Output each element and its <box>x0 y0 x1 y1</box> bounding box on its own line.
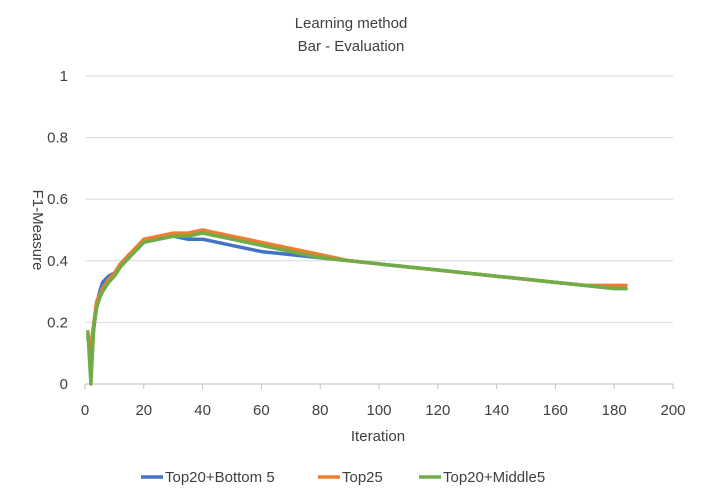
y-tick-label: 0 <box>60 376 68 393</box>
legend: Top20+Bottom 5 Top25 Top20+Middle5 <box>141 469 545 486</box>
series-line-3 <box>86 231 628 386</box>
y-axis-title: F1-Measure <box>29 190 46 271</box>
x-tick-labels: 0 20 40 60 80 100 120 140 160 180 200 <box>81 384 686 419</box>
x-tick-label: 80 <box>312 402 329 419</box>
x-tick-label: 140 <box>484 402 509 419</box>
y-tick-label: 0.8 <box>47 130 68 147</box>
x-tick-label: 120 <box>425 402 450 419</box>
chart-title: Learning method <box>295 15 408 32</box>
y-tick-labels: 0 0.2 0.4 0.6 0.8 1 <box>47 68 68 393</box>
x-tick-label: 20 <box>135 402 152 419</box>
y-tick-label: 0.4 <box>47 253 68 270</box>
series-lines <box>86 228 628 386</box>
y-tick-label: 0.2 <box>47 314 68 331</box>
series-line-1 <box>86 234 628 355</box>
x-tick-label: 160 <box>543 402 568 419</box>
x-tick-label: 40 <box>194 402 211 419</box>
gridlines <box>85 75 673 385</box>
x-tick-label: 0 <box>81 402 89 419</box>
legend-label: Top20+Middle5 <box>443 469 545 486</box>
x-tick-label: 100 <box>366 402 391 419</box>
legend-label: Top20+Bottom 5 <box>165 469 275 486</box>
x-tick-label: 200 <box>660 402 685 419</box>
x-tick-label: 60 <box>253 402 270 419</box>
series-line-2 <box>86 228 628 349</box>
chart-subtitle: Bar - Evaluation <box>298 38 405 55</box>
y-tick-label: 1 <box>60 68 68 85</box>
x-axis-title: Iteration <box>351 428 405 445</box>
y-tick-label: 0.6 <box>47 191 68 208</box>
x-tick-label: 180 <box>602 402 627 419</box>
legend-label: Top25 <box>342 469 383 486</box>
